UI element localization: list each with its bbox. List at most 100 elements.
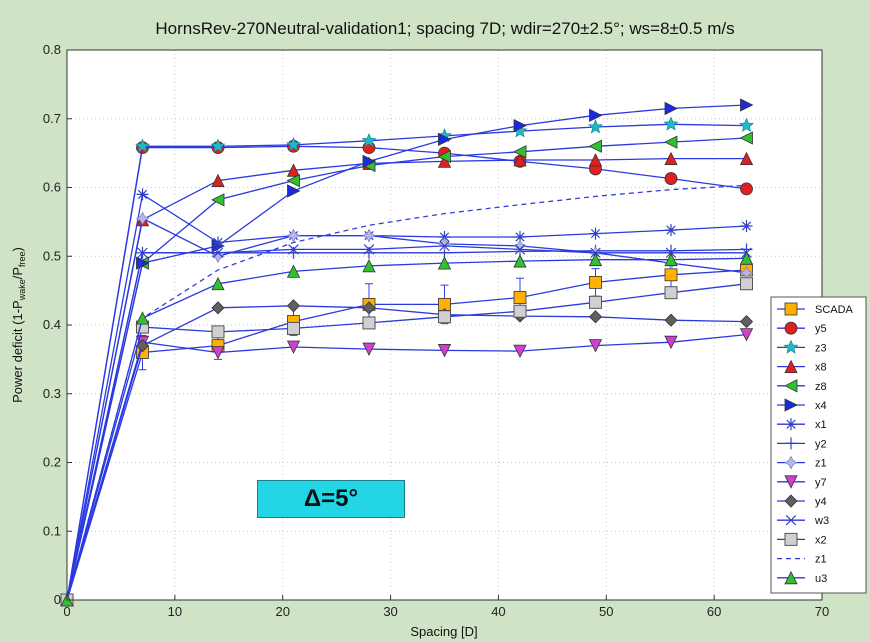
series-line — [66, 104, 747, 601]
data-point — [588, 310, 603, 324]
data-point — [664, 252, 678, 267]
legend-marker — [784, 359, 798, 374]
x-tick-label: 10 — [168, 604, 182, 619]
data-point — [362, 301, 376, 315]
data-point — [212, 236, 224, 249]
data-point — [739, 328, 754, 342]
legend-marker — [785, 437, 797, 450]
data-point — [513, 145, 527, 159]
data-point — [211, 346, 225, 360]
data-point — [286, 173, 300, 188]
legend-marker — [784, 379, 798, 393]
data-point — [664, 335, 678, 350]
data-point — [514, 231, 526, 243]
y-axis-label-mid: /P — [10, 267, 25, 279]
data-point — [211, 249, 225, 264]
data-point — [286, 264, 301, 278]
data-point — [589, 227, 602, 240]
data-point — [739, 314, 754, 329]
series-line — [66, 157, 747, 601]
data-point — [513, 239, 527, 253]
data-point — [513, 153, 527, 167]
data-point — [437, 256, 452, 270]
series-line — [66, 193, 747, 601]
data-point — [137, 247, 148, 259]
y-tick-label: 0.7 — [43, 111, 61, 126]
y-axis-label-sub1: wake — [17, 279, 27, 301]
y-tick-label: 0.6 — [43, 180, 61, 195]
data-point — [287, 184, 301, 198]
data-point — [286, 137, 301, 152]
data-point — [740, 98, 754, 112]
series-line — [66, 333, 747, 601]
data-point — [664, 135, 678, 149]
data-point — [588, 153, 603, 167]
y-tick-label: 0.4 — [43, 317, 61, 332]
data-point — [589, 295, 602, 309]
legend-label: y5 — [815, 323, 827, 335]
data-point — [589, 108, 603, 122]
data-point — [740, 182, 753, 196]
data-point — [588, 139, 602, 153]
series-line — [66, 217, 747, 601]
data-point — [211, 325, 225, 339]
x-tick-label: 0 — [63, 604, 70, 619]
data-point — [740, 220, 753, 232]
legend-marker — [784, 302, 798, 316]
data-point — [513, 118, 527, 133]
y-tick-label: 0 — [54, 592, 61, 607]
data-point — [588, 252, 603, 267]
series-line — [66, 305, 747, 601]
data-point — [664, 151, 678, 166]
data-point — [664, 268, 678, 282]
data-point — [211, 301, 225, 315]
data-point — [286, 163, 301, 177]
data-point — [514, 244, 526, 255]
series-line — [66, 245, 747, 601]
data-point — [740, 277, 753, 291]
legend-label: u3 — [815, 573, 827, 585]
legend-marker — [783, 339, 799, 354]
series-x4 — [60, 98, 754, 607]
legend-label: z3 — [815, 342, 827, 354]
data-point — [665, 224, 677, 237]
data-point — [211, 193, 225, 207]
x-axis-label: Spacing [D] — [410, 624, 477, 639]
data-point — [664, 172, 678, 185]
data-point — [362, 154, 376, 169]
data-point — [437, 149, 451, 164]
data-point — [589, 275, 602, 289]
series-line — [66, 123, 747, 601]
legend-marker — [785, 514, 797, 526]
data-point — [135, 211, 150, 226]
legend-marker — [784, 494, 798, 508]
x-tick-label: 20 — [275, 604, 289, 619]
data-point — [739, 117, 754, 132]
data-point — [739, 131, 753, 145]
legend-label: x8 — [815, 362, 827, 374]
data-point — [664, 286, 678, 300]
data-point — [136, 188, 149, 201]
x-tick-label: 70 — [815, 604, 829, 619]
data-point — [588, 339, 603, 353]
legend-marker — [785, 418, 797, 431]
data-point — [513, 344, 527, 359]
legend-label: x1 — [815, 419, 827, 431]
series-line — [66, 269, 747, 601]
legend: SCADA y5 z3 x8 z8 x4 x1 y2 z1 y7 y4 w3 x2 z1 u3 — [770, 296, 867, 594]
data-point — [362, 228, 376, 243]
legend-marker — [784, 532, 798, 546]
series-z1 — [66, 184, 747, 601]
legend-label: SCADA — [815, 304, 854, 316]
legend-label: z8 — [815, 381, 827, 393]
data-point — [286, 299, 301, 313]
data-point — [212, 247, 224, 259]
data-point — [513, 254, 527, 268]
legend-marker — [784, 321, 798, 335]
legend-marker — [784, 455, 798, 470]
y-tick-label: 0.1 — [43, 523, 61, 538]
data-point — [210, 138, 226, 153]
data-point — [288, 244, 299, 255]
data-point — [513, 304, 527, 318]
